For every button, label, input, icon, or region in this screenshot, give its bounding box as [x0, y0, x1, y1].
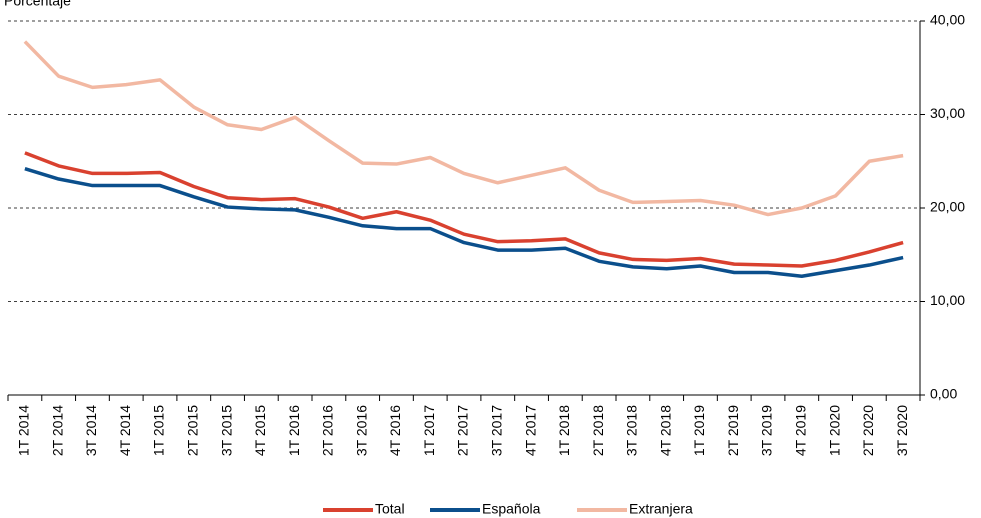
- x-tick-label: 1T 2018: [556, 405, 572, 456]
- legend-label: Extranjera: [629, 501, 693, 517]
- x-tick-label: 4T 2015: [252, 405, 268, 456]
- x-tick-label: 3T 2017: [488, 405, 504, 456]
- legend-label: Total: [375, 501, 405, 517]
- x-tick-label: 2T 2017: [455, 405, 471, 456]
- x-tick-label: 4T 2017: [522, 405, 538, 456]
- x-tick-label: 2T 2019: [725, 405, 741, 456]
- x-tick-label: 1T 2019: [691, 405, 707, 456]
- y-tick-label: 30,00: [930, 105, 965, 121]
- x-tick-label: 3T 2018: [624, 405, 640, 456]
- x-tick-label: 3T 2015: [218, 405, 234, 456]
- x-tick-label: 1T 2015: [151, 405, 167, 456]
- x-tick-label: 4T 2019: [792, 405, 808, 456]
- line: [24, 167, 904, 279]
- y-tick-label: 40,00: [930, 12, 965, 28]
- x-tick-label: 3T 2020: [894, 405, 910, 456]
- x-tick-label: 2T 2020: [860, 405, 876, 456]
- line: [24, 151, 904, 268]
- x-tick-label: 4T 2018: [657, 405, 673, 456]
- x-tick-label: 1T 2017: [421, 405, 437, 456]
- x-tick-label: 1T 2014: [16, 405, 32, 456]
- x-tick-label: 4T 2014: [117, 405, 133, 456]
- line: [23, 40, 904, 217]
- y-tick-label: 20,00: [930, 199, 965, 215]
- y-axis-label: Porcentaje: [4, 0, 71, 9]
- x-tick-label: 3T 2016: [353, 405, 369, 456]
- x-tick-label: 1T 2020: [826, 405, 842, 456]
- x-tick-label: 4T 2016: [387, 405, 403, 456]
- x-tick-label: 2T 2014: [49, 405, 65, 456]
- x-tick-label: 3T 2019: [759, 405, 775, 456]
- x-tick-label: 2T 2015: [184, 405, 200, 456]
- x-tick-label: 3T 2014: [83, 405, 99, 456]
- x-tick-label: 2T 2018: [590, 405, 606, 456]
- x-tick-label: 1T 2016: [286, 405, 302, 456]
- legend-label: Española: [482, 501, 541, 517]
- y-tick-label: 0,00: [930, 386, 957, 402]
- y-tick-label: 10,00: [930, 292, 965, 308]
- x-tick-label: 2T 2016: [320, 405, 336, 456]
